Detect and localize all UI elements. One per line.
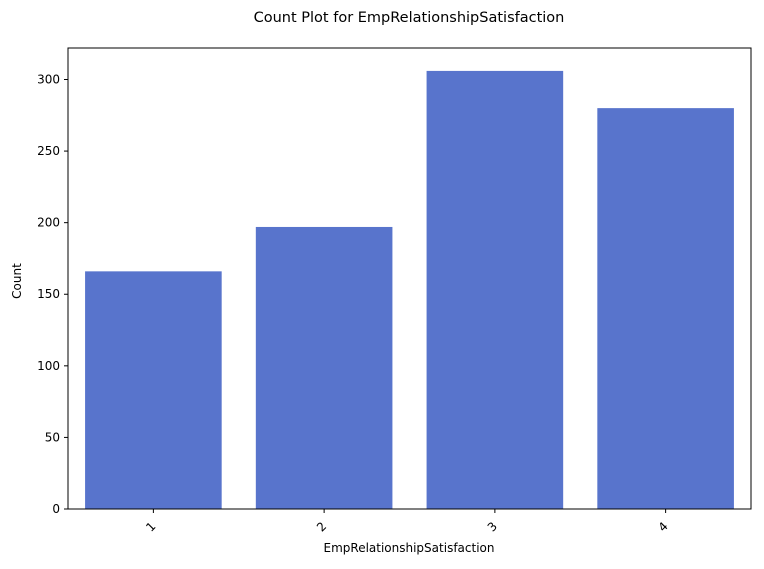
chart-title: Count Plot for EmpRelationshipSatisfacti… xyxy=(254,10,565,26)
bar-2 xyxy=(255,226,393,509)
x-tick-label: 4 xyxy=(655,519,670,534)
x-tick-label: 1 xyxy=(143,519,158,534)
bar-1 xyxy=(85,271,222,509)
y-axis-label: Count xyxy=(10,263,24,299)
bar-4 xyxy=(597,108,734,509)
x-axis-label: EmpRelationshipSatisfaction xyxy=(324,541,495,555)
y-tick-label: 250 xyxy=(37,144,60,158)
y-tick-label: 0 xyxy=(52,502,60,516)
x-tick-label: 2 xyxy=(314,519,329,534)
y-tick-label: 300 xyxy=(37,72,60,86)
bar-3 xyxy=(426,70,564,509)
y-tick-label: 50 xyxy=(45,430,60,444)
plot-frame xyxy=(67,47,752,510)
y-tick-label: 100 xyxy=(37,359,60,373)
plot-area: 0 50 100 150 200 250 300 1 2 3 4 xyxy=(37,47,752,535)
x-tick-label: 3 xyxy=(485,519,500,534)
y-tick-label: 150 xyxy=(37,287,60,301)
y-tick-label: 200 xyxy=(37,216,60,230)
